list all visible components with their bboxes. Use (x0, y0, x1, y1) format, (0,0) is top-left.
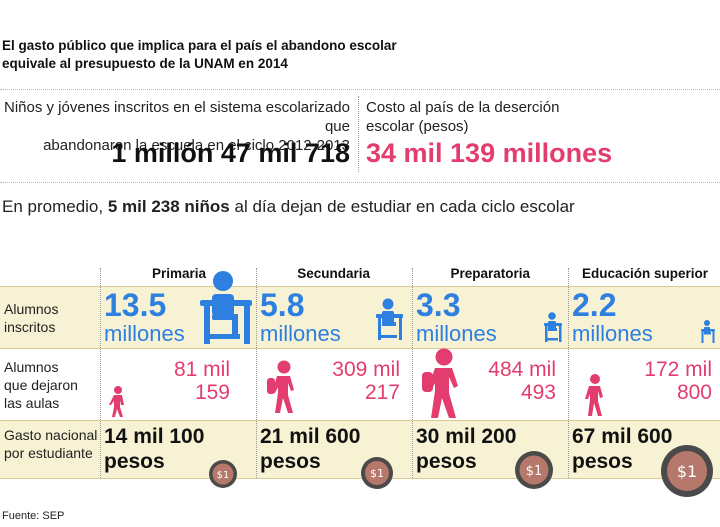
divider-middle (0, 182, 720, 183)
row-label-dropped-line-1: Alumnos (4, 359, 59, 375)
row-rule-3 (0, 420, 720, 421)
dropped-value-primaria-line-2: 159 (194, 381, 230, 404)
cost-label-line-2: escolar (pesos) (366, 118, 469, 135)
dropped-value-secundaria-line-1: 309 mil (332, 358, 400, 381)
enrolled-value-superior: 2.2 (572, 287, 617, 323)
cost-value-preparatoria-line-1: 30 mil 200 (416, 425, 517, 448)
enrolled-unit-superior: millones (572, 321, 653, 346)
student-at-desk-icon (200, 271, 252, 344)
row-rule-4 (0, 478, 720, 479)
dropped-value-superior: 172 mil 800 (622, 358, 712, 404)
dropouts-label: Niños y jóvenes inscritos en el sistema … (4, 98, 350, 155)
column-header-secundaria: Secundaria (297, 266, 370, 281)
student-at-desk-icon (544, 312, 562, 342)
cost-value-primaria-line-2: pesos (104, 450, 165, 473)
dropped-value-primaria-line-1: 81 mil (173, 358, 230, 381)
cost-value-superior-line-1: 67 mil 600 (572, 425, 673, 448)
enrolled-unit-primaria: millones (104, 321, 185, 346)
headline: El gasto público que implica para el paí… (2, 37, 422, 73)
dropped-value-secundaria-line-2: 217 (364, 381, 400, 404)
row-label-enrolled: Alumnos inscritos (4, 300, 58, 336)
column-separator (412, 268, 413, 478)
cost-value-superior-line-2: pesos (572, 450, 633, 473)
row-label-cost-line-1: Gasto nacional (4, 427, 98, 443)
enrolled-value-preparatoria: 3.3 (416, 287, 461, 323)
cost-value-secundaria: 21 mil 600 pesos (260, 424, 360, 474)
coin-icon: $1 (361, 457, 393, 489)
cost-value-superior: 67 mil 600 pesos (572, 424, 672, 474)
average-highlight: 5 mil 238 niños (107, 197, 230, 216)
coin-icon: $1 (209, 460, 237, 488)
student-at-desk-icon (376, 298, 403, 340)
row-label-dropped-line-2: que dejaron (4, 377, 78, 393)
divider-top (0, 89, 720, 90)
cost-value-primaria: 14 mil 100 pesos (104, 424, 204, 474)
dropouts-label-line-2: abandonaron la escuela en el ciclo 2012-… (43, 137, 350, 154)
column-header-superior: Educación superior (581, 266, 708, 281)
headline-line-2: equivale al presupuesto de la UNAM en 20… (2, 56, 288, 71)
dropped-value-superior-line-2: 800 (676, 381, 712, 404)
coin-icon: $1 (661, 445, 713, 497)
stats-divider (358, 96, 359, 172)
coin-symbol: $1 (370, 467, 384, 480)
row-label-enrolled-line-1: Alumnos (4, 301, 59, 317)
cost-value-secundaria-line-2: pesos (260, 450, 321, 473)
row-rule-1 (0, 286, 720, 287)
row-rule-2 (0, 348, 720, 349)
row-band-cost (0, 420, 720, 478)
column-separator (256, 268, 257, 478)
walking-teen-icon (267, 360, 294, 413)
enrolled-unit-secundaria: millones (260, 321, 341, 346)
row-label-cost-line-2: por estudiante (4, 445, 93, 461)
dropped-value-preparatoria-line-2: 493 (520, 381, 556, 404)
dropped-value-preparatoria-line-1: 484 mil (488, 358, 556, 381)
enrolled-value-primaria: 13.5 (104, 287, 167, 323)
cost-value-preparatoria-line-2: pesos (416, 450, 477, 473)
student-at-desk-icon (701, 320, 715, 343)
row-label-dropped-line-3: las aulas (4, 395, 60, 411)
walking-child-icon (109, 386, 124, 417)
average-suffix: al día dejan de estudiar en cada ciclo e… (234, 197, 575, 216)
average-prefix: En promedio, (2, 197, 104, 216)
column-header-preparatoria: Preparatoria (450, 266, 530, 281)
column-separator (100, 268, 101, 478)
coin-icon: $1 (515, 451, 553, 489)
row-label-cost: Gasto nacional por estudiante (4, 426, 97, 462)
dropouts-label-line-1: Niños y jóvenes inscritos en el sistema … (4, 99, 350, 135)
dropped-value-secundaria: 309 mil 217 (310, 358, 400, 404)
coin-symbol: $1 (677, 462, 697, 481)
daily-average: En promedio, 5 mil 238 niños al día deja… (2, 196, 718, 218)
row-label-enrolled-line-2: inscritos (4, 319, 56, 335)
column-header-primaria: Primaria (151, 266, 206, 281)
source-note: Fuente: SEP (2, 510, 65, 522)
headline-line-1: El gasto público que implica para el paí… (2, 38, 397, 53)
cost-value-secundaria-line-1: 21 mil 600 (260, 425, 361, 448)
dropped-value-superior-line-1: 172 mil (644, 358, 712, 381)
coin-symbol: $1 (526, 464, 543, 479)
enrolled-unit-preparatoria: millones (416, 321, 497, 346)
enrolled-value-secundaria: 5.8 (260, 287, 305, 323)
dropped-value-preparatoria: 484 mil 493 (466, 358, 556, 404)
cost-value-preparatoria: 30 mil 200 pesos (416, 424, 516, 474)
row-label-dropped: Alumnos que dejaron las aulas (4, 358, 78, 412)
walking-youth-icon (422, 348, 458, 418)
coin-symbol: $1 (217, 470, 230, 481)
row-band-enrolled (0, 286, 720, 348)
cost-value-primaria-line-1: 14 mil 100 (104, 425, 205, 448)
walking-adult-icon (585, 374, 603, 416)
cost-total: 34 mil 139 millones (366, 138, 613, 168)
dropouts-total: 1 millón 47 mil 718 (111, 138, 350, 168)
dropped-value-primaria: 81 mil 159 (150, 358, 230, 404)
cost-label: Costo al país de la deserción escolar (p… (366, 98, 666, 136)
cost-label-line-1: Costo al país de la deserción (366, 99, 560, 116)
column-separator (568, 268, 569, 478)
